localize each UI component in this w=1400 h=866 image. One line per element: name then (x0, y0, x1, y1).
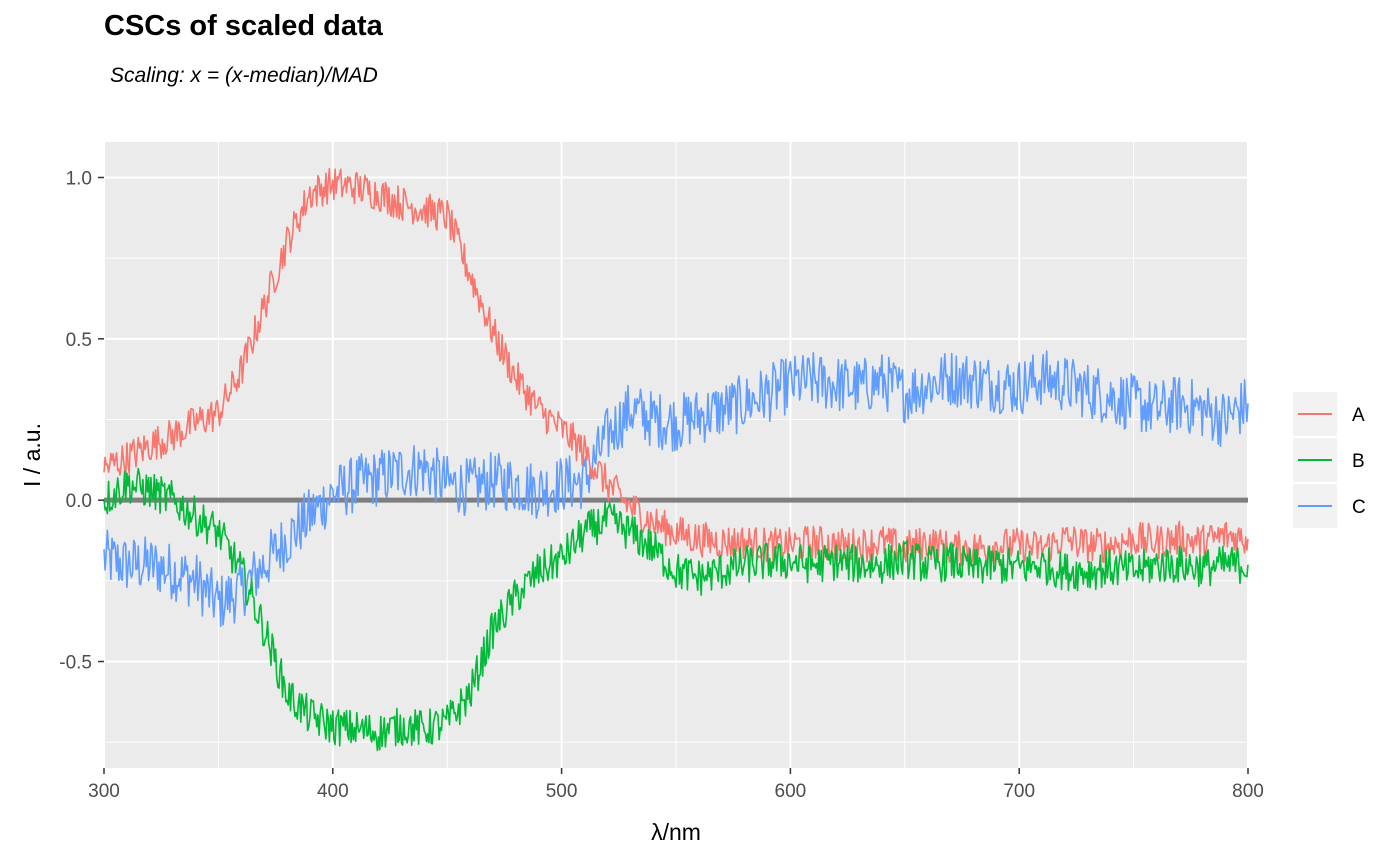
legend: A B C (1293, 392, 1366, 528)
x-tick-label: 400 (317, 781, 349, 802)
legend-label-b: B (1352, 451, 1365, 472)
y-axis-ticks: -0.5 0.0 0.5 1.0 (59, 168, 104, 674)
series-line-c (103, 350, 1249, 627)
series-lines (103, 167, 1249, 752)
y-tick-label: 0.5 (66, 330, 92, 351)
x-tick-label: 700 (1003, 781, 1035, 802)
y-tick-label: 1.0 (66, 168, 92, 189)
legend-label-c: C (1352, 497, 1366, 518)
chart-title: CSCs of scaled data (104, 10, 383, 42)
x-tick-label: 600 (775, 781, 807, 802)
x-tick-label: 500 (546, 781, 578, 802)
x-axis-ticks: 300 400 500 600 700 800 (88, 768, 1264, 802)
chart-subtitle: Scaling: x = (x-median)/MAD (110, 64, 378, 87)
legend-label-a: A (1352, 405, 1365, 426)
series-line-b (103, 467, 1249, 752)
y-axis-title: I / a.u. (19, 423, 45, 487)
x-axis-title: λ/nm (651, 819, 701, 845)
series-line-a (103, 167, 1249, 567)
y-tick-label: -0.5 (59, 653, 92, 674)
minor-gridlines (104, 142, 1248, 768)
x-tick-label: 300 (88, 781, 120, 802)
x-tick-label: 800 (1232, 781, 1264, 802)
y-tick-label: 0.0 (66, 491, 92, 512)
